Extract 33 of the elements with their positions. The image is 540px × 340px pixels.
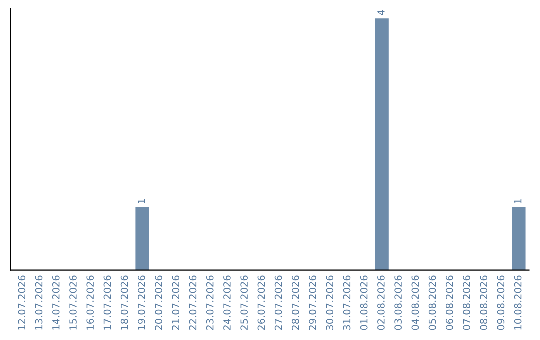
- data-label: 1: [514, 199, 522, 204]
- x-tick-label: 18.07.2026: [120, 276, 128, 330]
- data-label: 1: [138, 199, 146, 204]
- x-tick-label: 23.07.2026: [206, 276, 214, 330]
- x-tick-label: 17.07.2026: [104, 276, 112, 330]
- x-tick-label: 25.07.2026: [240, 276, 248, 330]
- x-tick-label: 29.07.2026: [309, 276, 316, 330]
- x-tick-label: 28.07.2026: [292, 276, 300, 330]
- x-tick-label: 26.07.2026: [258, 276, 266, 330]
- x-tick-label: 15.07.2026: [70, 276, 77, 330]
- x-tick-label: 12.07.2026: [18, 276, 26, 330]
- x-tick-label: 22.07.2026: [189, 276, 197, 330]
- x-tick-label: 13.07.2026: [35, 276, 43, 330]
- x-tick-label: 01.08.2026: [360, 276, 368, 330]
- x-tick-label: 10.08.2026: [514, 276, 522, 330]
- x-tick-label: 14.07.2026: [52, 276, 60, 330]
- x-tick-label: 08.08.2026: [480, 276, 488, 330]
- x-tick-label: 24.07.2026: [224, 276, 231, 330]
- x-tick-label: 09.08.2026: [497, 276, 505, 330]
- x-tick-label: 21.07.2026: [172, 276, 180, 330]
- data-label: 4: [378, 10, 385, 16]
- x-tick-label: 06.08.2026: [446, 276, 454, 330]
- x-tick-label: 27.07.2026: [274, 276, 282, 330]
- x-tick-label: 05.08.2026: [428, 276, 436, 330]
- x-tick-label: 20.07.2026: [155, 276, 162, 330]
- x-tick-label: 04.08.2026: [412, 276, 420, 330]
- x-tick-label: 31.07.2026: [343, 276, 351, 330]
- x-tick-label: 19.07.2026: [138, 276, 146, 330]
- x-tick-label: 16.07.2026: [86, 276, 94, 330]
- x-tick-label: 07.08.2026: [463, 276, 470, 330]
- x-tick-label: 02.08.2026: [378, 276, 385, 330]
- x-tick-label: 30.07.2026: [326, 276, 334, 330]
- x-tick-label: 03.08.2026: [394, 276, 402, 330]
